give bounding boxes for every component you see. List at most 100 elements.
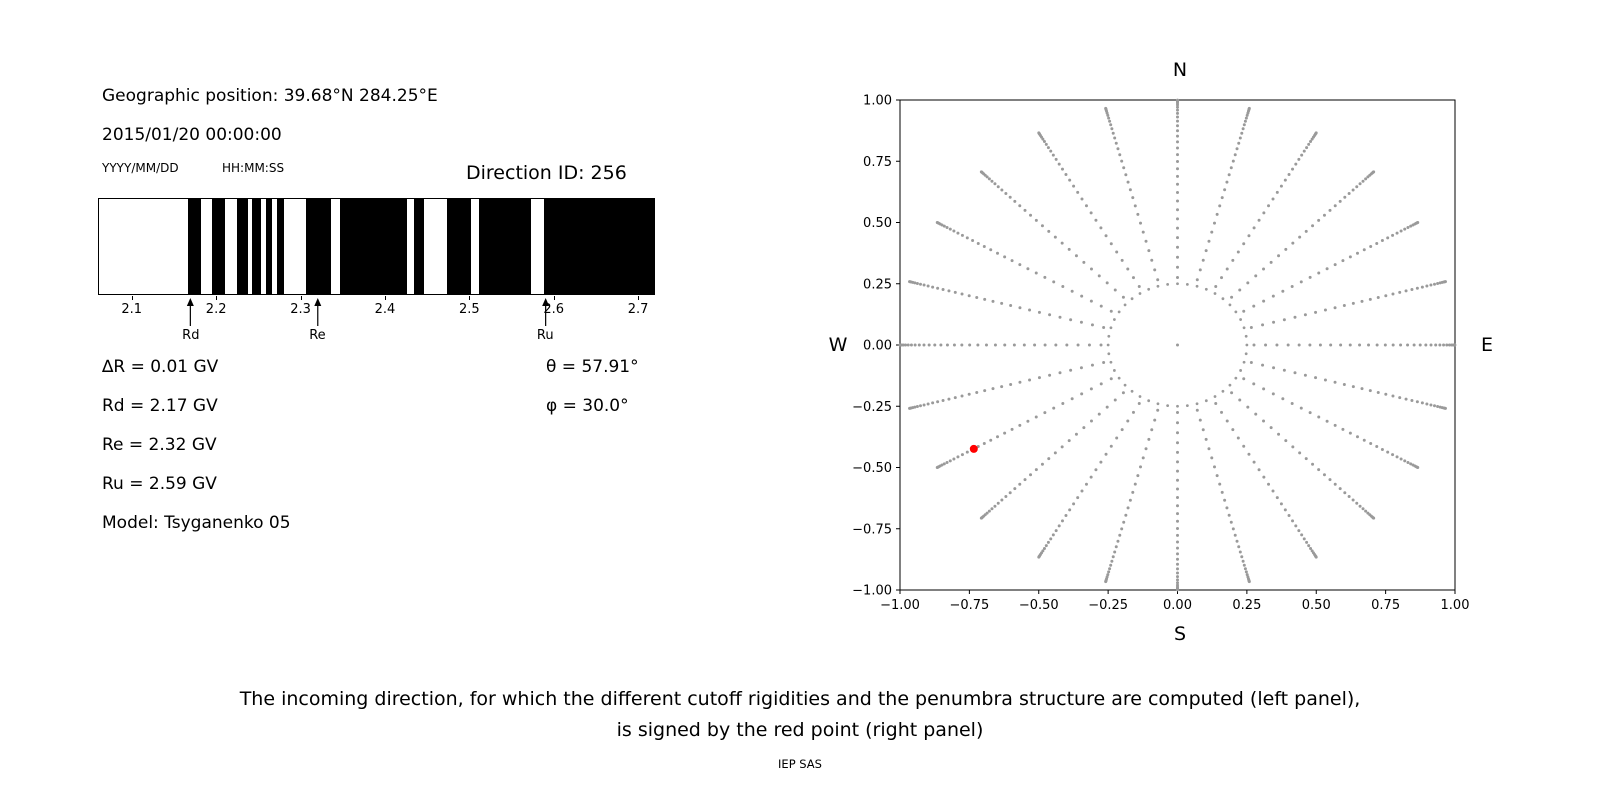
- gray-dot: [1057, 524, 1061, 528]
- gray-dot: [1293, 371, 1297, 375]
- gray-dot: [918, 404, 922, 408]
- gray-dot: [1228, 303, 1232, 307]
- gray-dot: [1195, 402, 1199, 406]
- gray-dot: [1094, 218, 1098, 222]
- gray-dot: [1104, 106, 1108, 110]
- x-tick-label: 0.00: [1163, 598, 1192, 613]
- gray-dot: [1341, 259, 1345, 263]
- gray-dot: [1383, 343, 1387, 347]
- gray-dot: [1109, 309, 1113, 313]
- gray-dot: [1051, 533, 1055, 537]
- gray-dot: [1447, 343, 1451, 347]
- gray-dot: [1322, 473, 1326, 477]
- gray-dot: [1079, 366, 1083, 370]
- gray-dot: [908, 280, 912, 284]
- gray-dot: [1176, 217, 1179, 221]
- caption-line-1: The incoming direction, for which the di…: [239, 688, 1361, 710]
- gray-dot: [1000, 385, 1004, 389]
- gray-dot: [1342, 304, 1346, 308]
- gray-dot: [1195, 284, 1199, 288]
- gray-dot: [1391, 233, 1395, 237]
- gray-dot: [1046, 540, 1050, 544]
- gray-dot: [1245, 343, 1249, 347]
- gray-dot: [1080, 197, 1084, 201]
- gray-dot: [1239, 369, 1243, 372]
- gray-dot: [1176, 282, 1179, 286]
- gray-dot: [1131, 490, 1135, 494]
- gray-dot: [922, 403, 926, 407]
- gray-dot: [1237, 141, 1241, 145]
- gray-dot: [1453, 343, 1457, 347]
- gray-dot: [1403, 227, 1407, 231]
- gray-dot: [1210, 456, 1214, 460]
- gray-dot: [1262, 387, 1266, 391]
- penumbra-tick-label: 2.7: [627, 302, 649, 317]
- gray-dot: [1069, 318, 1073, 322]
- gray-dot: [1333, 204, 1337, 208]
- gray-dot: [1176, 98, 1179, 102]
- gray-dot: [1176, 146, 1179, 150]
- penumbra-band: [447, 199, 471, 294]
- gray-dot: [931, 285, 935, 289]
- cutoff-marker-rd: Rd: [182, 297, 199, 343]
- gray-dot: [1230, 295, 1234, 299]
- gray-dot: [1242, 377, 1246, 381]
- gray-dot: [1009, 382, 1013, 386]
- gray-dot: [1037, 376, 1041, 380]
- gray-dot: [1176, 460, 1179, 464]
- gray-dot: [1144, 447, 1148, 451]
- gray-dot: [1176, 226, 1179, 230]
- gray-dot: [1114, 141, 1118, 145]
- gray-dot: [1108, 567, 1112, 571]
- gray-dot: [1176, 236, 1179, 240]
- penumbra-tick-mark: [300, 296, 302, 300]
- gray-dot: [1079, 320, 1083, 324]
- gray-dot: [1429, 283, 1433, 287]
- gray-dot: [1176, 567, 1179, 571]
- penumbra-cutoff-markers: Rd Re Ru: [98, 297, 655, 349]
- gray-dot: [1230, 391, 1234, 395]
- gray-dot: [996, 185, 1000, 189]
- gray-dot: [1252, 382, 1256, 386]
- gray-dot: [926, 284, 930, 288]
- penumbra-axis-tickmarks: [98, 296, 655, 301]
- gray-dot: [1176, 129, 1179, 133]
- gray-dot: [987, 509, 991, 513]
- gray-dot: [1144, 239, 1148, 243]
- gray-dot: [1080, 489, 1084, 493]
- gray-dot: [1238, 398, 1242, 402]
- gray-dot: [1049, 537, 1053, 541]
- gray-dot: [1291, 519, 1295, 523]
- gray-dot: [1218, 204, 1222, 208]
- penumbra-band: [252, 199, 262, 294]
- value-rd: Rd = 2.17 GV: [102, 396, 218, 416]
- gray-dot: [1227, 513, 1231, 517]
- gray-dot: [1094, 468, 1098, 472]
- gray-dot: [1195, 408, 1199, 412]
- gray-dot: [1176, 124, 1179, 128]
- gray-dot: [1110, 127, 1114, 131]
- y-tick-label: 0.00: [863, 339, 892, 354]
- gray-dot: [1080, 294, 1084, 298]
- gray-dot: [1221, 297, 1225, 301]
- gray-dot: [1080, 392, 1084, 396]
- gray-dot: [904, 343, 908, 347]
- gray-dot: [1102, 326, 1106, 330]
- gray-dot: [1358, 504, 1362, 508]
- gray-dot: [1123, 383, 1127, 387]
- gray-dot: [1220, 276, 1224, 280]
- gray-dot: [1090, 323, 1094, 327]
- gray-dot: [1416, 221, 1420, 225]
- gray-dot: [996, 435, 1000, 439]
- gray-dot: [1018, 423, 1022, 427]
- gray-dot: [1225, 506, 1229, 510]
- gray-dot: [953, 290, 957, 294]
- gray-dot: [952, 343, 956, 347]
- gray-dot: [1307, 142, 1311, 146]
- gray-dot: [1176, 105, 1179, 109]
- x-tick-label: 0.50: [1302, 598, 1331, 613]
- gray-dot: [1138, 395, 1142, 398]
- gray-dot: [1284, 247, 1288, 251]
- gray-dot: [1360, 299, 1364, 303]
- gray-dot: [1242, 360, 1246, 364]
